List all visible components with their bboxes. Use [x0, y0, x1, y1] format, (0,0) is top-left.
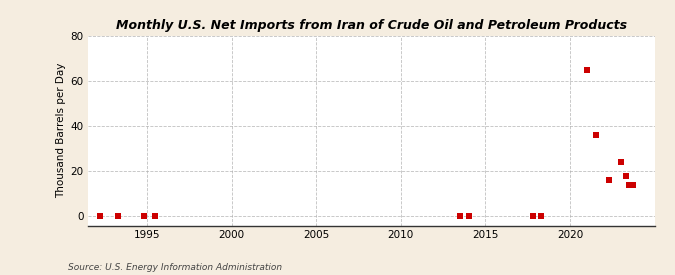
Point [95, 214, 105, 219]
Point [590, 133, 601, 137]
Point [113, 214, 124, 219]
Title: Monthly U.S. Net Imports from Iran of Crude Oil and Petroleum Products: Monthly U.S. Net Imports from Iran of Cr… [115, 19, 627, 32]
Text: Source: U.S. Energy Information Administration: Source: U.S. Energy Information Administ… [68, 263, 281, 272]
Point [536, 214, 547, 219]
Point [455, 214, 466, 219]
Point [624, 183, 634, 187]
Point [527, 214, 538, 219]
Point [463, 214, 474, 219]
Point [620, 174, 631, 178]
Y-axis label: Thousand Barrels per Day: Thousand Barrels per Day [56, 63, 66, 198]
Point [603, 178, 614, 183]
Point [616, 160, 626, 164]
Point [150, 214, 161, 219]
Point [138, 214, 149, 219]
Point [582, 67, 593, 72]
Point [627, 183, 638, 187]
